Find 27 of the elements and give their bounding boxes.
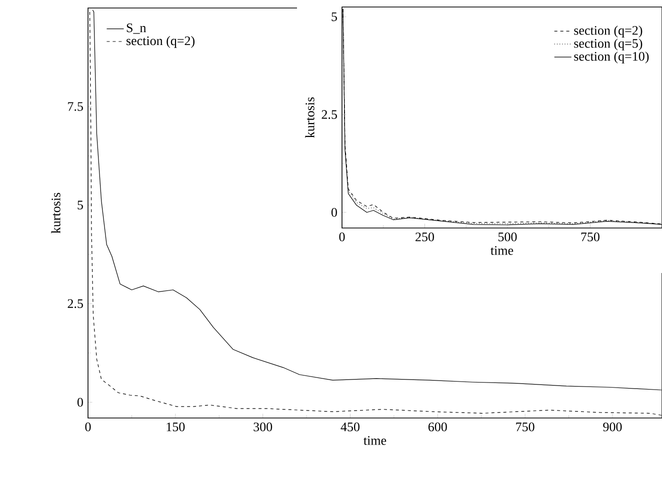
x-axis-title: time: [490, 246, 514, 255]
y-tick-label: 5: [332, 12, 337, 22]
legend-label: section (q=2): [126, 36, 195, 48]
y-tick-label: 7.5: [68, 102, 83, 111]
x-tick-label: 500: [498, 232, 517, 242]
x-tick-label: 450: [340, 422, 360, 432]
x-tick-label: 300: [254, 422, 272, 432]
x-tick-label: 750: [581, 232, 600, 242]
y-tick-label: 0: [331, 208, 337, 217]
legend-label: section (q=10): [574, 52, 649, 64]
x-tick-label: 900: [603, 422, 622, 432]
x-axis-title: time: [364, 436, 386, 445]
x-tick-label: 600: [428, 422, 447, 432]
x-tick-label: 250: [416, 232, 434, 242]
y-tick-label: 5: [78, 200, 83, 210]
legend-label: section (q=2): [574, 26, 642, 38]
y-tick-label: 2.5: [68, 299, 83, 308]
legend-label: S_n: [126, 23, 146, 34]
x-tick-label: 750: [516, 422, 534, 432]
y-tick-label: 0: [77, 398, 83, 407]
y-axis-title: kurtosis: [51, 192, 60, 234]
x-tick-label: 150: [166, 422, 185, 432]
x-tick-label: 0: [339, 232, 345, 242]
y-tick-label: 2.5: [322, 110, 337, 119]
legend-label: section (q=5): [574, 38, 642, 50]
y-axis-title: kurtosis: [305, 97, 314, 138]
x-tick-label: 0: [85, 422, 91, 432]
